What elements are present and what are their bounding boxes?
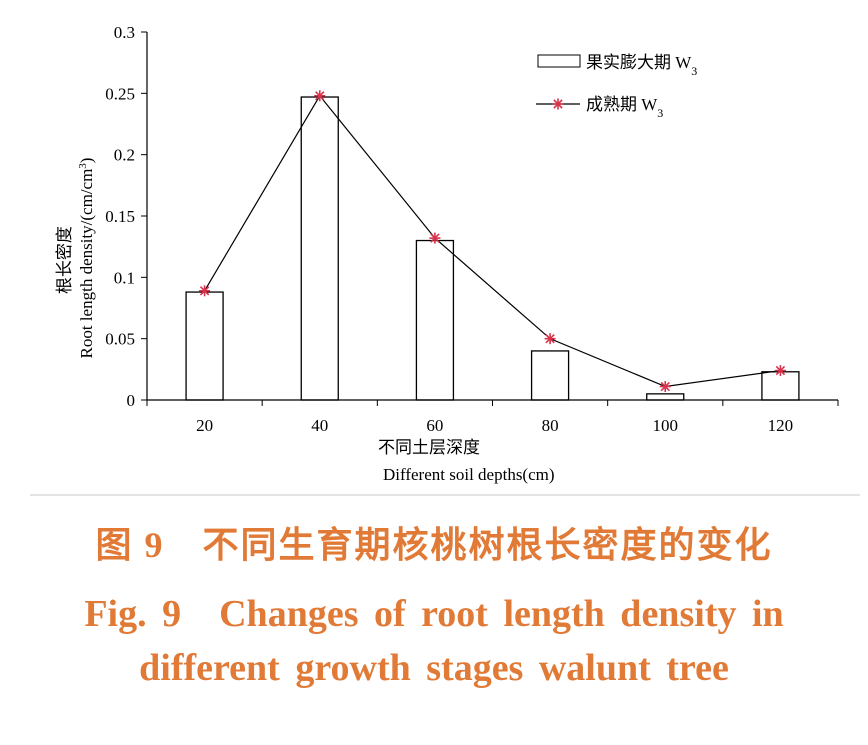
figure-caption-en-line2: different growth stages walunt tree: [139, 647, 729, 689]
legend-item-line: 成熟期 W3: [586, 94, 663, 120]
bar: [646, 393, 685, 401]
y-axis-title-en-main: Root length density/(cm/cm: [77, 169, 96, 359]
x-tick-label: 80: [542, 416, 559, 435]
line-point: [314, 90, 326, 102]
legend-star-icon: [552, 98, 564, 110]
y-axis-title-end: ): [77, 158, 96, 164]
line-point: [199, 285, 211, 297]
x-axis-title-en: Different soil depths(cm): [383, 465, 555, 484]
series-line: [204, 94, 781, 388]
y-tick-label: 0: [127, 391, 136, 410]
y-tick-label: 0.05: [105, 330, 135, 349]
legend-item-bar: 果实膨大期 W3: [586, 53, 697, 78]
x-tick-label: 20: [196, 416, 213, 435]
line-point: [659, 381, 671, 393]
y-tick-label: 0.15: [105, 207, 135, 226]
legend-line-label: 成熟期 W: [586, 94, 658, 114]
x-tick-label: 120: [768, 416, 794, 435]
bar: [530, 350, 570, 401]
bar: [300, 96, 339, 401]
y-tick-label: 0.3: [114, 23, 135, 42]
legend-line-marker: [552, 98, 564, 110]
legend: 果实膨大期 W3 成熟期 W3: [536, 53, 697, 120]
x-tick-label: 40: [311, 416, 328, 435]
y-tick-label: 0.1: [114, 268, 135, 287]
figure-caption-cn: 图 9 不同生育期核桃树根长密度的变化: [95, 525, 773, 565]
line-point: [429, 232, 441, 244]
y-axis-title-en: Root length density/(cm/cm3): [77, 158, 96, 359]
legend-bar-sub: 3: [691, 64, 697, 78]
figure-caption-en-line1: Fig. 9 Changes of root length density in: [84, 593, 784, 635]
legend-bar-label: 果实膨大期 W: [586, 53, 692, 72]
svg-text:根长密度 Root length densi: 根长密度 Root length density/(cm/cm3): [55, 158, 96, 359]
x-tick-label: 60: [426, 416, 443, 435]
line-point: [774, 365, 786, 377]
y-axis-title-sup: 3: [77, 163, 89, 169]
legend-bar-swatch: [537, 54, 581, 68]
x-axis-title-cn: 不同土层深度: [378, 438, 480, 457]
bar: [185, 291, 224, 401]
chart-svg: 0 0.05 0.1 0.15 0.2 0.25 0.3 20 40 60 80 100 120 根长密…: [55, 23, 839, 484]
y-axis-title-cn: 根长密度: [55, 226, 74, 294]
legend-line-sub: 3: [657, 106, 663, 120]
bar: [415, 239, 455, 401]
chart: 0 0.05 0.1 0.15 0.2 0.25 0.3 20 40 60 80 100 120 根长密…: [55, 23, 839, 484]
y-tick-label: 0.25: [105, 84, 135, 103]
y-tick-label: 0.2: [114, 146, 135, 165]
x-tick-label: 100: [653, 416, 679, 435]
line-point: [544, 333, 556, 345]
y-axis-title: 根长密度 Root length density/(cm/cm3): [55, 158, 96, 359]
separator: [30, 494, 860, 496]
